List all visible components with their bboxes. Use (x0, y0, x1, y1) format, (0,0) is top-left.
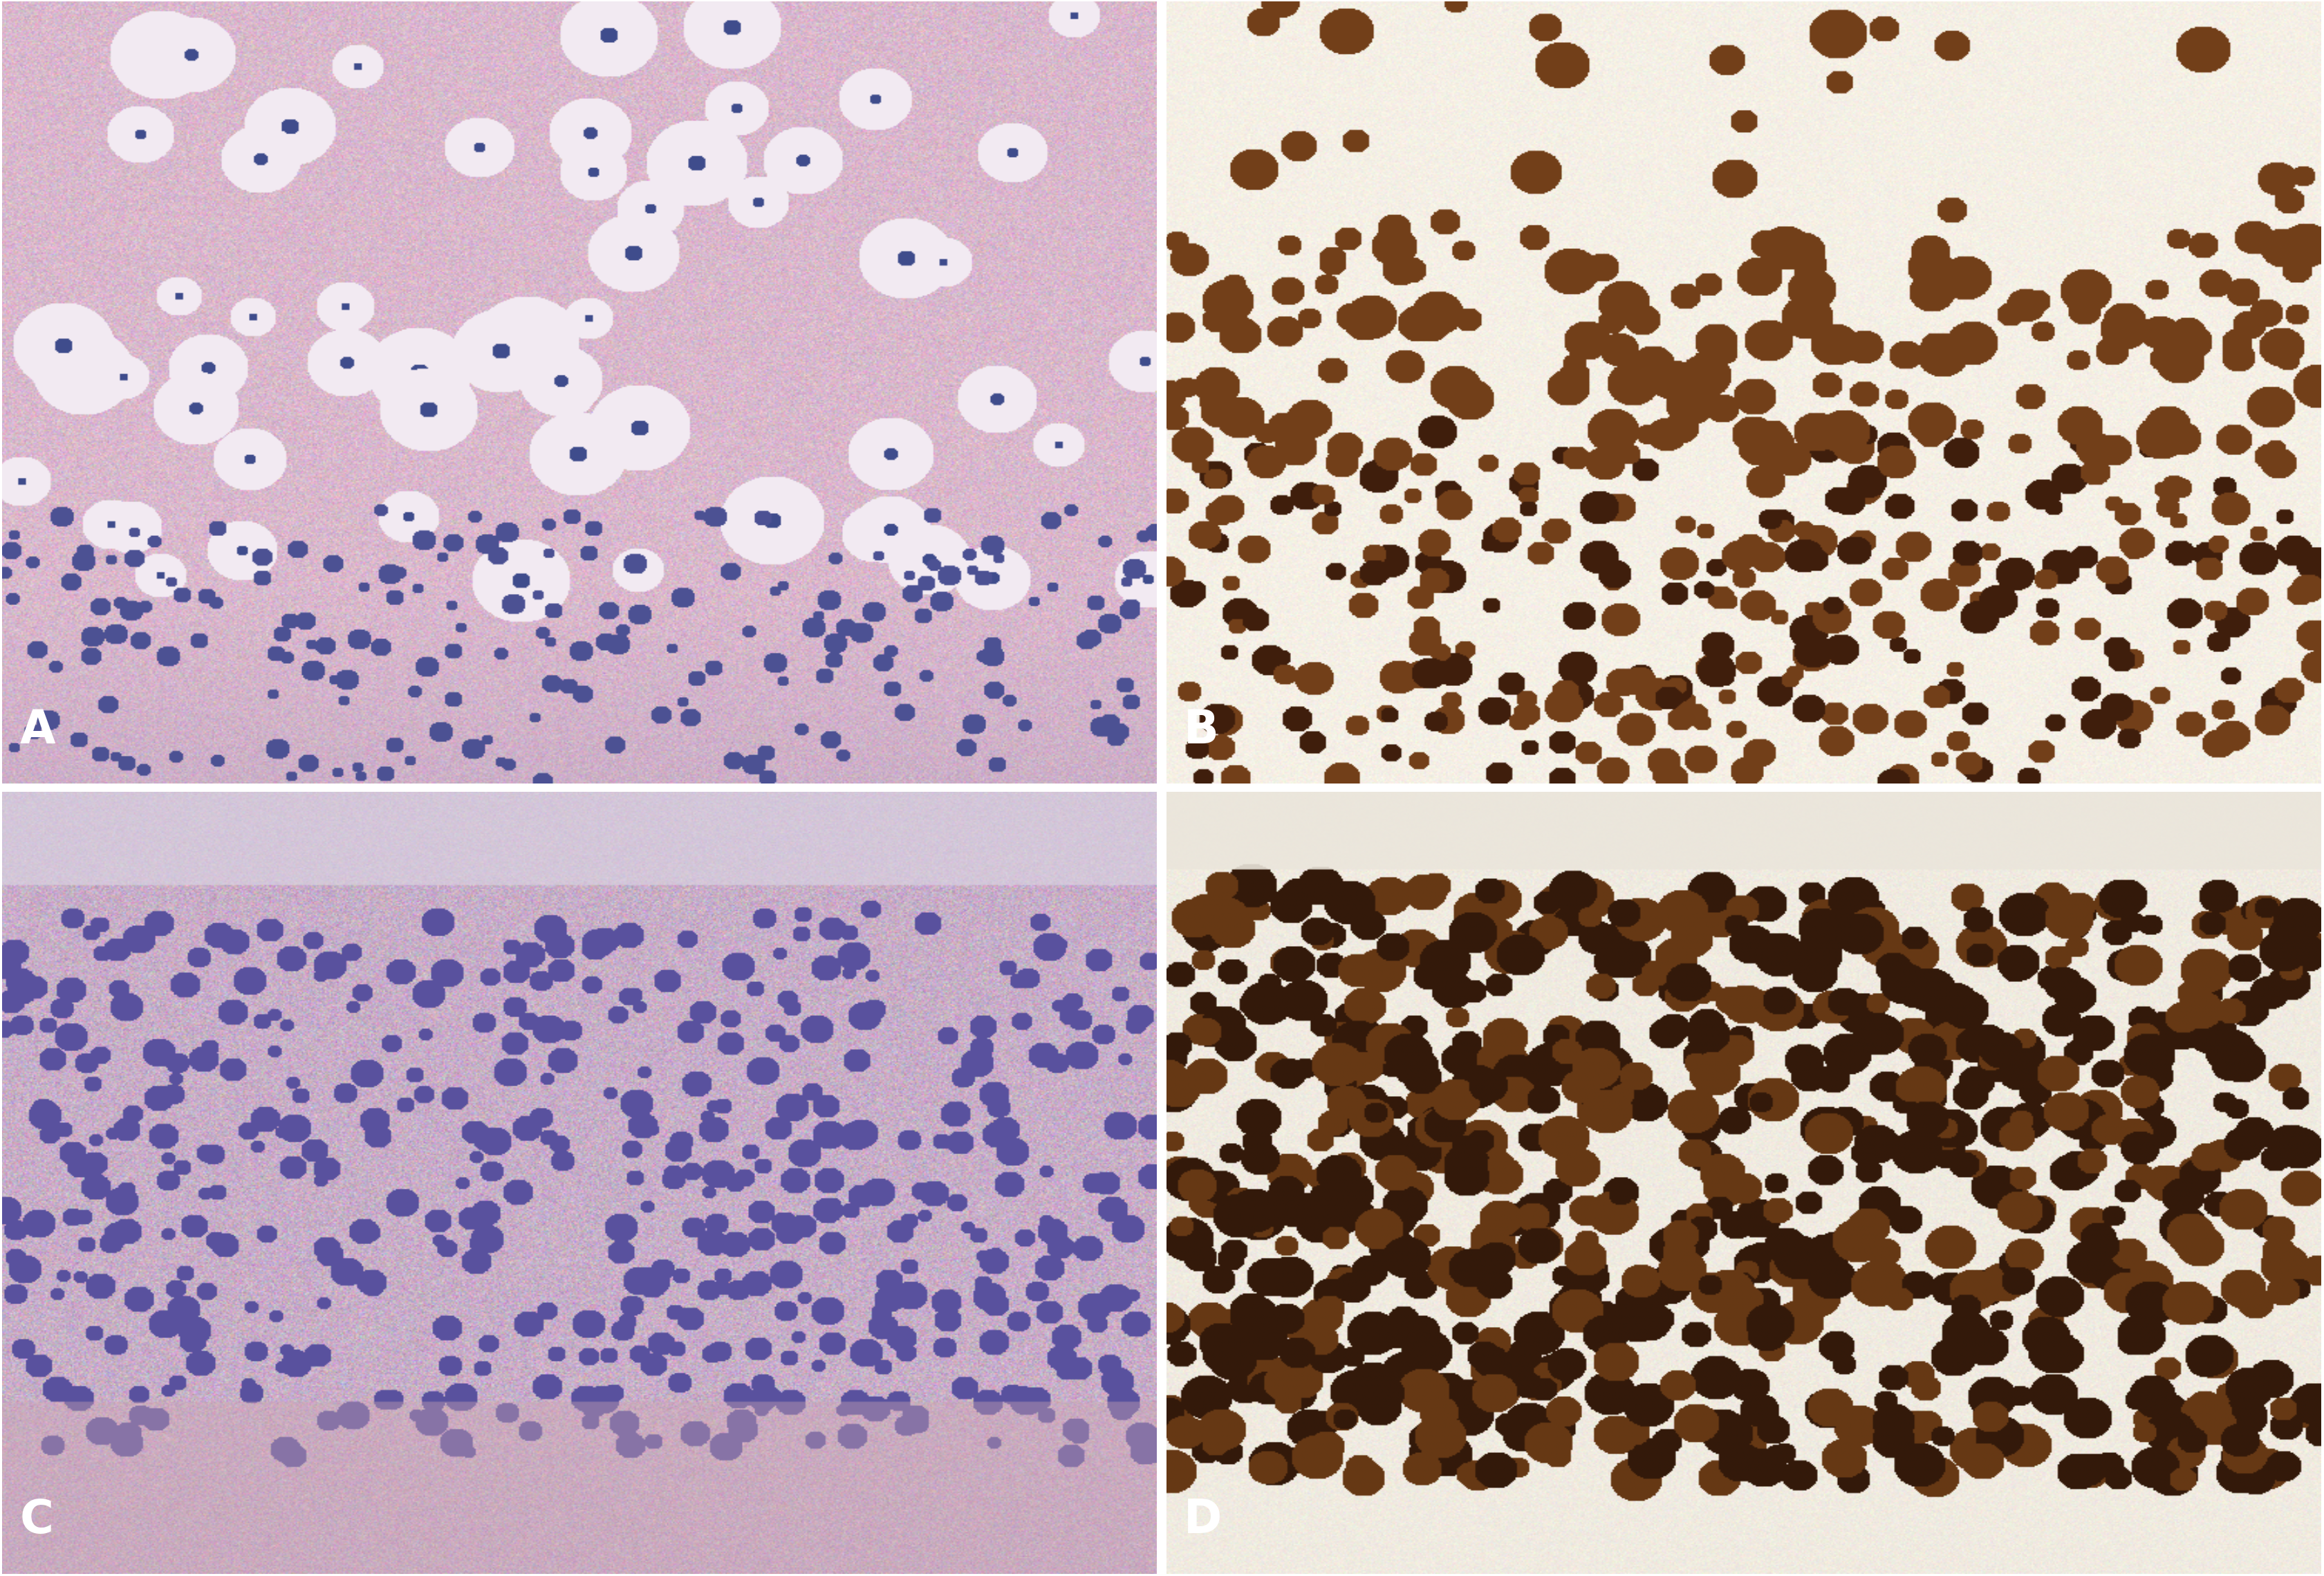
Text: B: B (1183, 708, 1220, 753)
Text: D: D (1183, 1497, 1222, 1543)
Text: A: A (19, 708, 56, 753)
Text: C: C (19, 1497, 53, 1543)
